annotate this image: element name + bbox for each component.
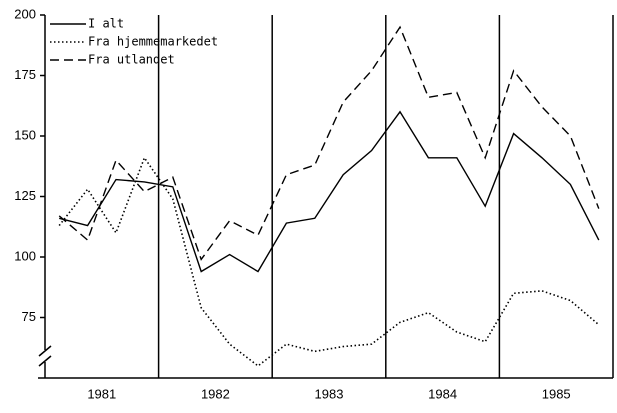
legend-label: I alt: [88, 17, 124, 31]
legend-label: Fra hjemmemarkedet: [88, 35, 218, 49]
legend-label: Fra utlandet: [88, 53, 175, 67]
y-tick-label: 75: [22, 309, 36, 324]
x-tick-label: 1984: [428, 386, 457, 401]
y-tick-label: 125: [14, 188, 36, 203]
y-tick-label: 200: [14, 6, 36, 21]
x-tick-label: 1982: [201, 386, 230, 401]
x-tick-label: 1981: [87, 386, 116, 401]
x-tick-label: 1983: [315, 386, 344, 401]
y-tick-label: 100: [14, 248, 36, 263]
series-line: [58, 25, 600, 261]
x-tick-label: 1985: [542, 386, 571, 401]
series-line: [59, 110, 600, 273]
y-tick-label: 150: [14, 127, 36, 142]
axis-break: [38, 355, 52, 367]
axes: [38, 15, 613, 379]
series-line: [58, 156, 600, 367]
axis-break: [38, 345, 52, 357]
y-tick-label: 175: [14, 67, 36, 82]
